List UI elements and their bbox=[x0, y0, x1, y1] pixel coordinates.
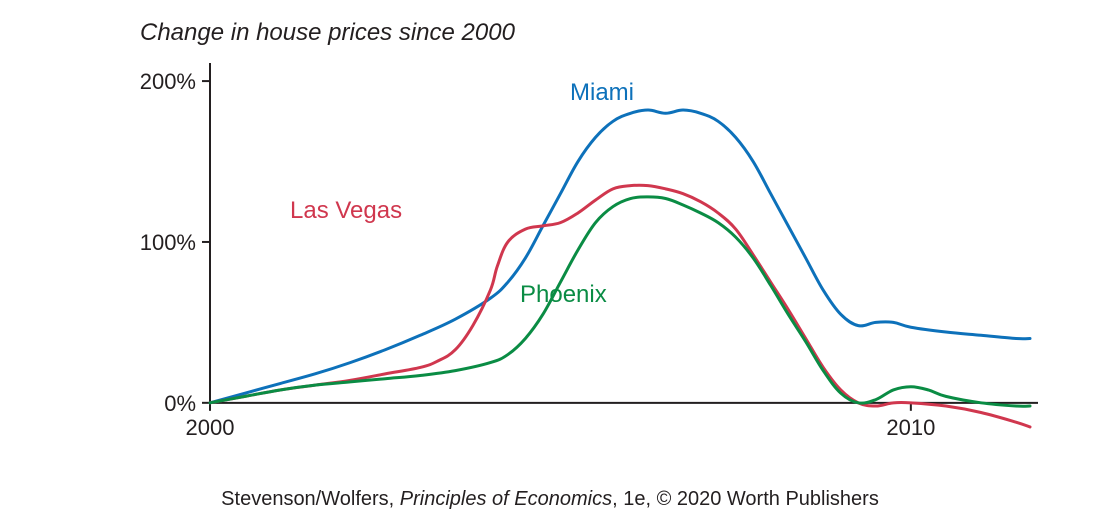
y-axis-labels: 0% 100% 200% bbox=[140, 69, 196, 416]
credit-line: Stevenson/Wolfers, Principles of Economi… bbox=[221, 488, 879, 510]
x-tick-label: 2000 bbox=[186, 415, 235, 440]
chart-title: Change in house prices since 2000 bbox=[140, 19, 516, 46]
chart-container: Change in house prices since 2000 0% 100%… bbox=[0, 0, 1100, 526]
series-label-las-vegas: Las Vegas bbox=[290, 197, 402, 224]
series-label-miami: Miami bbox=[570, 79, 634, 106]
x-tick-label: 2010 bbox=[886, 415, 935, 440]
line-chart: Change in house prices since 2000 0% 100%… bbox=[0, 0, 1100, 526]
series-labels: Miami Las Vegas Phoenix bbox=[290, 79, 634, 308]
y-tick-label: 200% bbox=[140, 69, 196, 94]
axes bbox=[202, 63, 1038, 411]
series-line-miami bbox=[210, 110, 1030, 403]
series-label-phoenix: Phoenix bbox=[520, 281, 607, 308]
y-tick-label: 0% bbox=[164, 391, 196, 416]
x-axis-labels: 2000 2010 bbox=[186, 415, 936, 440]
y-tick-label: 100% bbox=[140, 230, 196, 255]
series-line-phoenix bbox=[210, 197, 1030, 406]
series-lines bbox=[210, 110, 1030, 427]
